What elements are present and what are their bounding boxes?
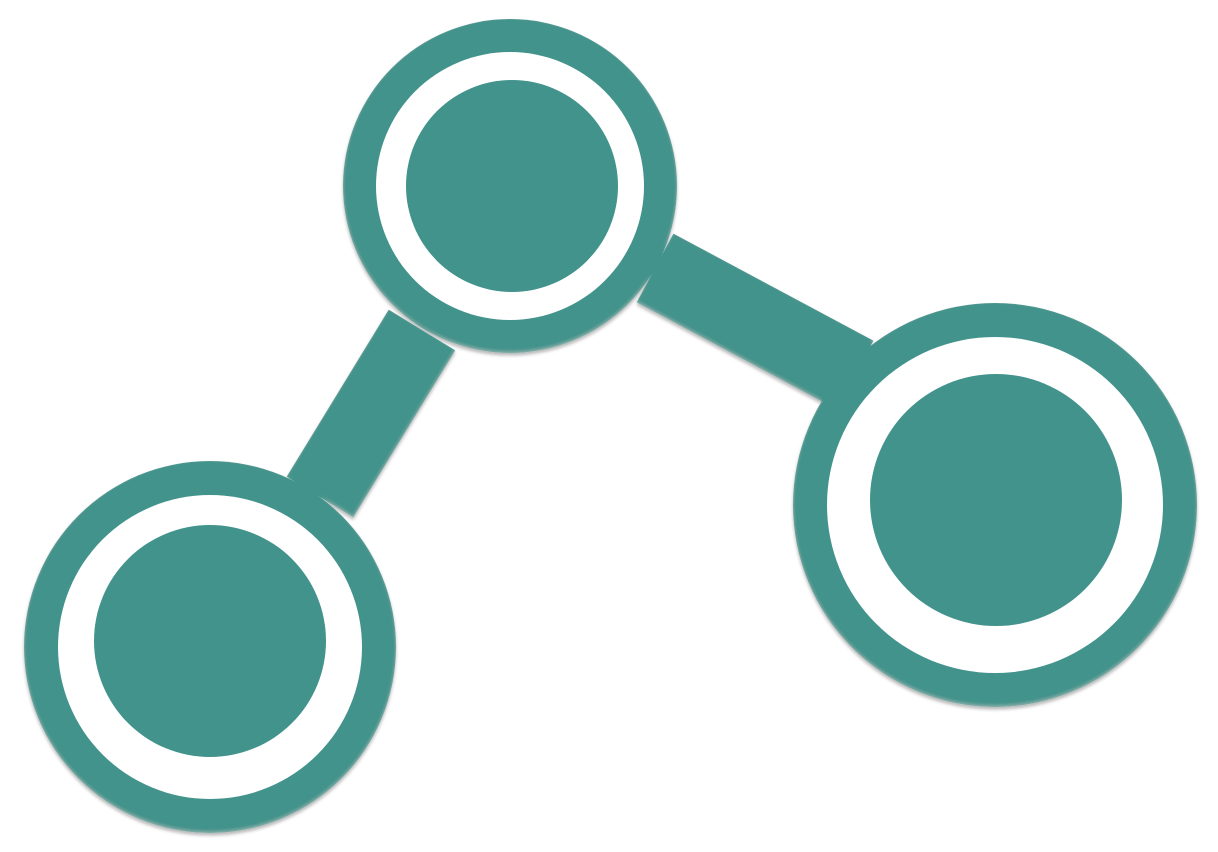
icon-shape-group (24, 19, 1197, 833)
connector-left-top (286, 309, 456, 518)
node-left-core (94, 525, 326, 757)
node-top-core (406, 80, 618, 292)
connector-top-right (636, 233, 874, 410)
node-right-core (870, 374, 1122, 626)
